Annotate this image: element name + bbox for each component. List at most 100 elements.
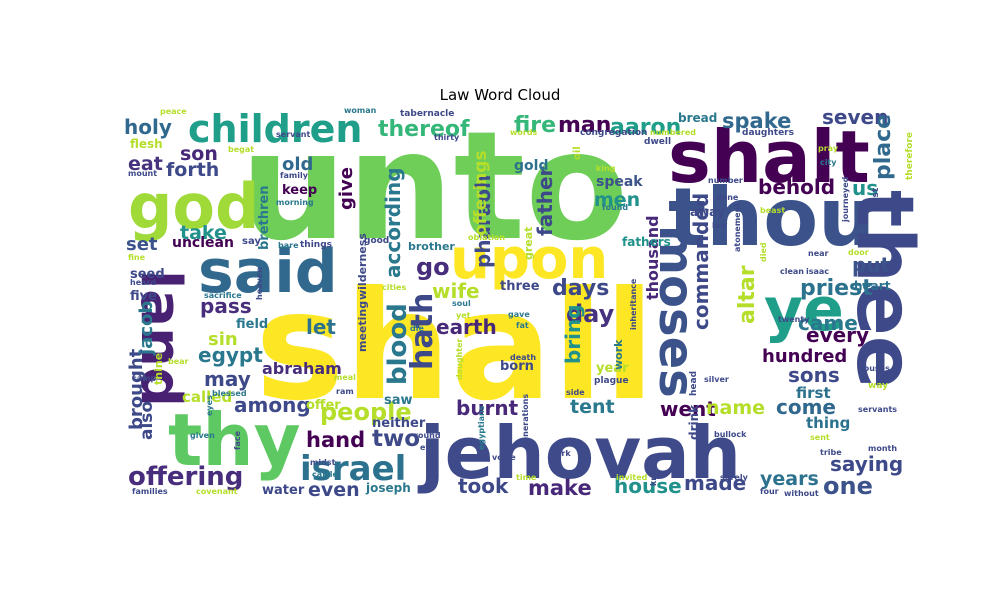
word-tent: tent <box>570 396 615 418</box>
word-neither: neither <box>372 416 426 431</box>
word-holy: holy <box>124 115 172 139</box>
word-sent: sent <box>810 433 830 442</box>
word-thereof: thereof <box>378 117 470 142</box>
word-went: went <box>660 397 716 421</box>
word-thing: thing <box>806 414 850 432</box>
word-let: let <box>306 315 336 339</box>
word-man: man <box>558 113 611 138</box>
word-drink: drink <box>687 404 701 440</box>
word-day: day <box>566 300 615 328</box>
word-heard: heard <box>130 278 156 287</box>
word-give: give <box>336 167 357 210</box>
word-place: place <box>871 114 896 180</box>
word-tabernacle: tabernacle <box>400 109 454 119</box>
word-us: us <box>852 176 878 200</box>
word-even: even <box>308 479 360 501</box>
word-death: death <box>510 353 536 362</box>
word-die: die <box>410 324 424 333</box>
word-people: people <box>320 398 412 426</box>
word-thee: thee <box>839 190 929 389</box>
word-meeting: meeting <box>356 301 369 352</box>
word-field: field <box>236 317 268 332</box>
word-good: good <box>364 236 389 246</box>
word-ram: ram <box>336 387 354 396</box>
word-ark: ark <box>556 449 571 458</box>
word-blood: blood <box>383 303 413 385</box>
word-clean: clean <box>780 267 804 276</box>
word-born: born <box>500 359 534 374</box>
word-said: said <box>198 237 338 307</box>
word-earth: earth <box>436 315 497 339</box>
word-keep: keep <box>282 183 317 198</box>
word-upon: upon <box>450 227 608 292</box>
word-son: son <box>180 143 218 165</box>
word-bare: bare <box>278 241 299 250</box>
word-mount: mount <box>128 169 157 178</box>
word-servants: servants <box>858 405 897 414</box>
word-near: near <box>808 249 829 258</box>
word-year: year <box>596 361 629 376</box>
word-go: go <box>416 253 450 281</box>
word-done: done <box>716 193 739 202</box>
word-forth: forth <box>166 159 219 181</box>
word-spake: spake <box>722 109 791 133</box>
word-voice: voice <box>492 453 516 462</box>
word-abraham: abraham <box>262 359 342 378</box>
word-came: came <box>798 311 858 335</box>
word-therefore: therefore <box>905 132 915 180</box>
word-hast: hast <box>871 187 881 210</box>
word-great: great <box>522 227 535 260</box>
word-seven: seven <box>822 105 888 129</box>
word-silver: silver <box>704 375 729 384</box>
word-given: given <box>190 431 215 440</box>
word-dwell: dwell <box>644 137 671 147</box>
word-years: years <box>760 468 819 490</box>
word-joseph: joseph <box>365 481 411 495</box>
word-things: things <box>300 240 332 250</box>
word-say: say <box>242 236 261 247</box>
word-houses: houses <box>858 364 890 373</box>
word-israel: israel <box>300 449 406 489</box>
word-away: away <box>690 205 725 219</box>
word-bullock: bullock <box>714 430 747 439</box>
word-thirty: thirty <box>434 133 460 142</box>
word-pharaoh: pharaoh <box>471 175 495 268</box>
word-heart: heart <box>854 279 891 293</box>
word-set: set <box>126 234 158 255</box>
word-king: king <box>596 164 616 173</box>
word-soul: soul <box>452 299 471 308</box>
word-beast: beast <box>760 206 785 215</box>
word-speak: speak <box>596 174 643 190</box>
word-families: families <box>132 487 168 496</box>
word-know: know <box>649 461 658 486</box>
word-two: two <box>372 426 420 452</box>
word-old: old <box>282 154 313 175</box>
word-sin: sin <box>208 329 238 350</box>
word-atonement: atonement <box>733 203 742 252</box>
word-work: work <box>612 339 625 370</box>
word-egyptians: egyptians <box>477 405 486 450</box>
word-surely: surely <box>720 473 749 482</box>
word-died: died <box>759 242 768 262</box>
word-yet: yet <box>456 311 471 320</box>
word-twenty: twenty <box>778 315 810 324</box>
word-flesh: flesh <box>130 137 163 151</box>
word-sons: sons <box>788 363 840 387</box>
word-numbered: numbered <box>650 128 696 137</box>
word-offerings: offerings <box>471 150 491 236</box>
word-hand: hand <box>306 428 365 452</box>
word-generations: generations <box>521 394 530 448</box>
word-head: head <box>689 371 699 396</box>
word-father: father <box>533 166 557 236</box>
word-bread: bread <box>678 111 717 125</box>
word-woman: woman <box>344 106 377 115</box>
word-peace: peace <box>160 107 187 116</box>
word-name: name <box>706 397 765 419</box>
word-wilderness: wilderness <box>356 233 369 300</box>
word-daughters: daughters <box>742 128 794 138</box>
word-may: may <box>204 367 251 391</box>
word-brother: brother <box>408 240 455 253</box>
word-jacob: jacob <box>136 301 157 356</box>
word-priest: priest <box>800 276 873 301</box>
word-side: side <box>566 388 585 397</box>
